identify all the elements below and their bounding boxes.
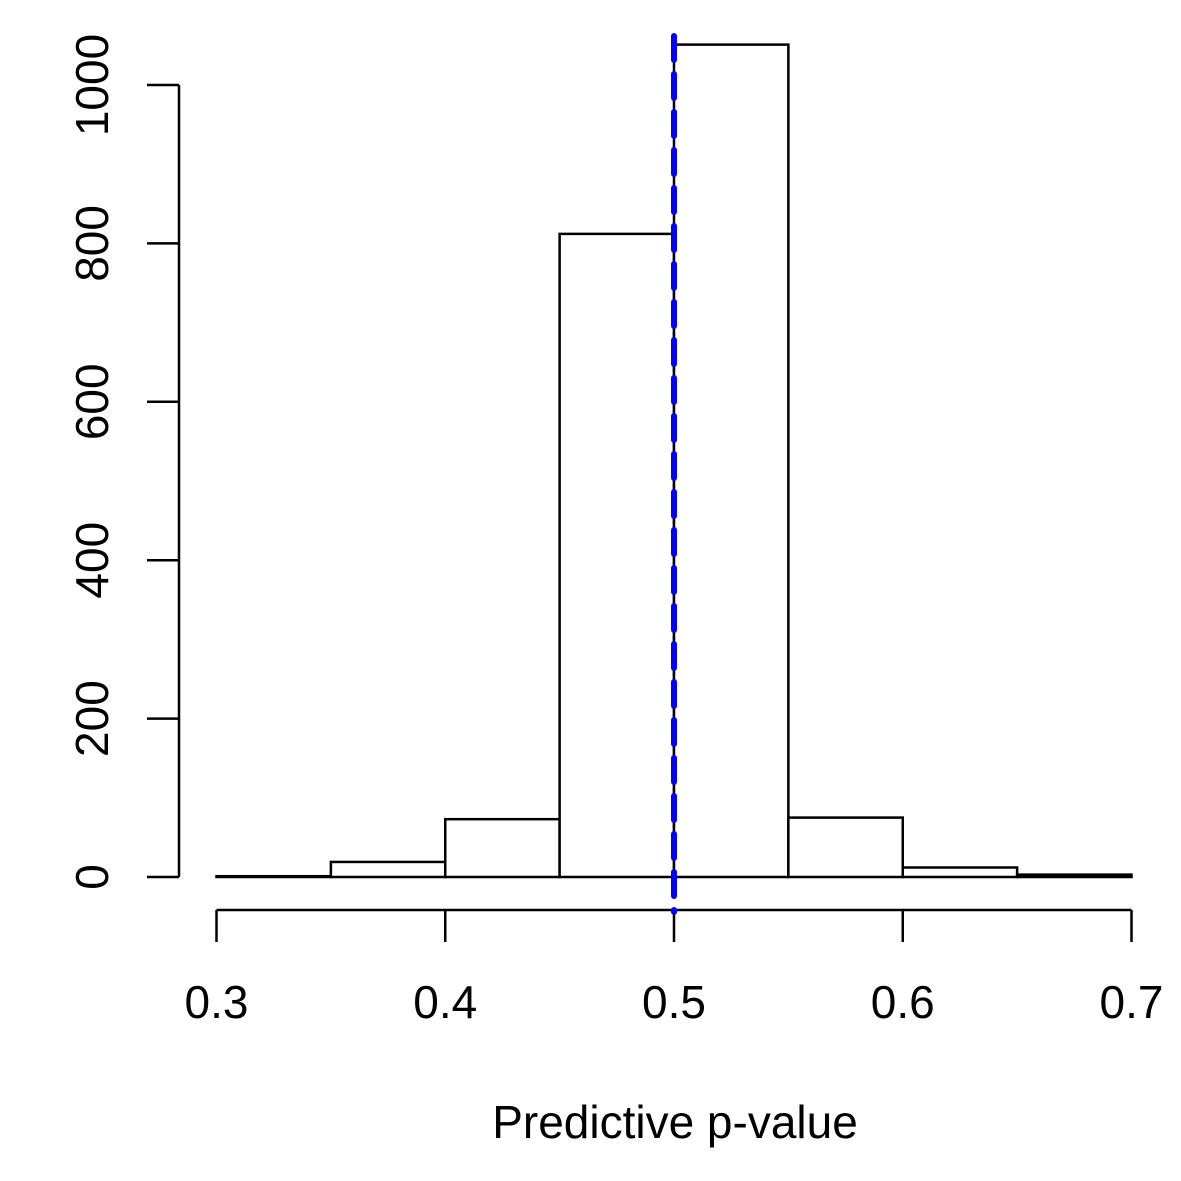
histogram-bar xyxy=(215,874,333,879)
y-axis: 0 200 400 600 800 1000 xyxy=(66,34,181,890)
y-tick-label: 1000 xyxy=(66,34,118,136)
y-tick-label: 0 xyxy=(66,864,118,890)
y-tick-label: 400 xyxy=(66,522,118,599)
x-tick-label: 0.7 xyxy=(1100,976,1164,1028)
y-tick-label: 600 xyxy=(66,363,118,440)
y-tick-label: 800 xyxy=(66,205,118,282)
x-tick-label: 0.5 xyxy=(642,976,706,1028)
x-tick-label: 0.4 xyxy=(413,976,477,1028)
histogram-bar xyxy=(901,866,1019,879)
x-axis: 0.3 0.4 0.5 0.6 0.7 xyxy=(185,908,1164,1028)
histogram-bar xyxy=(329,860,447,879)
y-tick-label: 200 xyxy=(66,680,118,757)
histogram-bar xyxy=(672,43,790,879)
x-tick-label: 0.6 xyxy=(871,976,935,1028)
histogram-bar xyxy=(444,817,561,879)
histogram-bar xyxy=(558,232,676,879)
x-tick-label: 0.3 xyxy=(185,976,249,1028)
x-axis-title: Predictive p-value xyxy=(492,1096,858,1148)
histogram-bar xyxy=(787,816,904,879)
histogram-bar xyxy=(1015,873,1133,879)
